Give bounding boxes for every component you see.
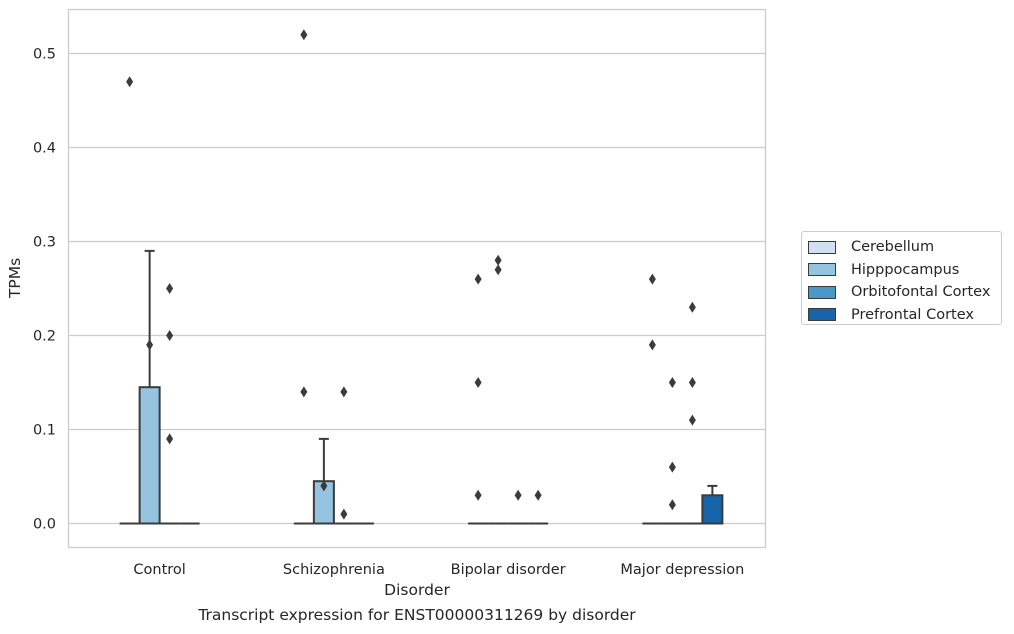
outlier-point <box>474 489 482 501</box>
box-group <box>508 489 529 525</box>
outlier-point <box>126 76 134 88</box>
box-group <box>662 377 683 525</box>
box-rect <box>701 494 724 525</box>
y-tick-label: 0.2 <box>33 329 56 345</box>
outlier-point <box>340 386 348 398</box>
legend-item-prefrontal-cortex: Prefrontal Cortex <box>808 304 1001 327</box>
y-tick-label: 0.1 <box>33 423 56 439</box>
box-group <box>312 437 335 525</box>
figure-caption: Transcript expression for ENST0000031126… <box>198 606 636 624</box>
x-axis-title: Disorder <box>384 581 450 599</box>
outlier-point <box>474 273 482 285</box>
y-axis-title: TPMs <box>6 258 24 299</box>
box-plot-layer <box>119 29 724 525</box>
outlier-point <box>166 330 174 341</box>
legend-swatch-prefrontal-cortex <box>808 308 836 322</box>
outlier-point <box>688 377 696 388</box>
legend-label-orbitofrontal-cortex: Orbitofontal Cortex <box>851 284 991 301</box>
box-group <box>333 386 354 525</box>
y-tick-label: 0.5 <box>33 47 56 63</box>
outlier-point <box>300 29 308 41</box>
outlier-point <box>648 339 656 351</box>
legend-swatch-hippocampus <box>808 263 836 277</box>
outlier-point <box>146 339 154 351</box>
legend-item-cerebellum: Cerebellum <box>808 236 1001 259</box>
box-group <box>138 249 161 525</box>
outlier-point <box>668 461 676 473</box>
legend-item-orbitofrontal-cortex: Orbitofontal Cortex <box>808 281 1001 304</box>
x-tick-label: Bipolar disorder <box>451 562 566 578</box>
outlier-point <box>534 489 542 501</box>
outlier-point <box>494 264 502 276</box>
y-tick-labels: 0.0 0.1 0.2 0.3 0.4 0.5 <box>33 47 56 533</box>
box-group <box>701 484 724 525</box>
legend-swatch-cerebellum <box>808 240 836 254</box>
y-tick-label: 0.3 <box>33 235 56 251</box>
outlier-point <box>320 480 328 492</box>
box-group <box>293 29 314 525</box>
x-tick-label: Schizophrenia <box>283 562 385 578</box>
legend: Cerebellum Hipppocampus Orbitofontal Cor… <box>801 231 1002 325</box>
legend-swatch-orbitofrontal-cortex <box>808 285 836 299</box>
y-tick-label: 0.0 <box>33 517 56 533</box>
box-group <box>119 76 140 525</box>
box-group <box>488 254 509 525</box>
legend-label-cerebellum: Cerebellum <box>851 239 935 256</box>
x-tick-labels: Control Schizophrenia Bipolar disorder Majo… <box>133 562 744 578</box>
y-tick-label: 0.4 <box>33 141 56 157</box>
outlier-point <box>166 433 174 445</box>
box-group <box>682 301 703 525</box>
outlier-point <box>668 377 676 388</box>
legend-label-prefrontal-cortex: Prefrontal Cortex <box>851 306 974 323</box>
outlier-point <box>474 377 482 388</box>
plot-frame <box>67 8 767 549</box>
outlier-point <box>688 414 696 426</box>
outlier-point <box>688 301 696 313</box>
outlier-point <box>648 273 656 285</box>
legend-label-hippocampus: Hipppocampus <box>851 261 960 278</box>
box-rect <box>138 386 161 525</box>
box-group <box>159 283 180 525</box>
box-group <box>642 273 663 525</box>
outlier-point <box>514 489 522 501</box>
outlier-point <box>494 254 502 266</box>
box-group <box>528 489 549 525</box>
x-tick-label: Major depression <box>620 562 744 578</box>
outlier-point <box>668 499 676 511</box>
box-group <box>468 273 489 525</box>
outlier-point <box>340 508 348 520</box>
x-tick-label: Control <box>133 562 185 578</box>
outlier-point <box>166 283 174 294</box>
outlier-point <box>300 386 308 398</box>
legend-item-hippocampus: Hipppocampus <box>808 259 1001 282</box>
